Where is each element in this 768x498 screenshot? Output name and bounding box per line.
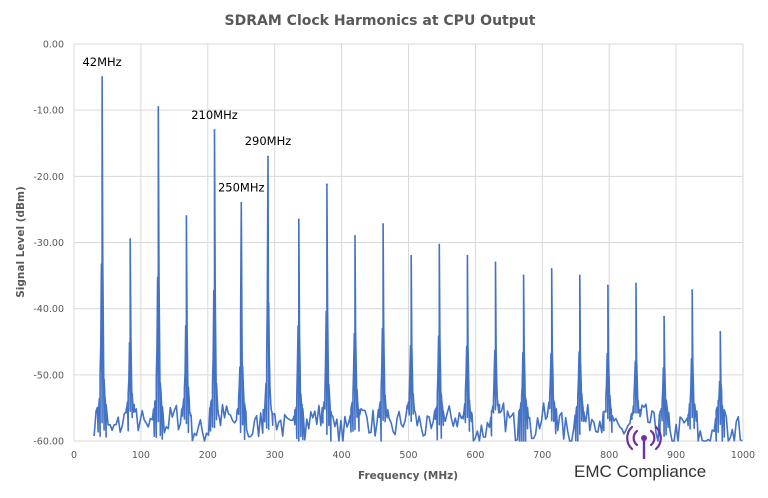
y-tick-label: -50.00 xyxy=(33,370,64,381)
harmonic-peak xyxy=(635,282,637,285)
x-tick-label: 800 xyxy=(600,450,618,461)
spectrum-line xyxy=(93,76,743,442)
x-tick-label: 400 xyxy=(333,450,351,461)
x-tick-label: 1000 xyxy=(731,450,755,461)
peak-label: 290MHz xyxy=(245,134,292,148)
y-tick-label: -30.00 xyxy=(33,238,64,249)
harmonic-peak xyxy=(185,215,188,217)
y-tick-label: -40.00 xyxy=(33,304,64,315)
series xyxy=(93,76,743,442)
peak-label: 210MHz xyxy=(191,108,238,122)
y-tick-label: -10.00 xyxy=(33,106,64,117)
harmonic-peak xyxy=(494,261,497,264)
harmonic-peak xyxy=(466,254,469,257)
peak-label: 250MHz xyxy=(218,181,265,195)
harmonic-peak xyxy=(101,76,103,78)
harmonic-peak xyxy=(129,238,132,241)
harmonic-peak xyxy=(354,234,356,237)
harmonic-peak xyxy=(691,289,694,292)
x-tick-label: 700 xyxy=(533,450,551,461)
harmonic-peak xyxy=(213,129,216,131)
peak-label: 42MHz xyxy=(82,55,121,69)
y-tick-label: 0.00 xyxy=(43,40,64,51)
y-axis-title: Signal Level (dBm) xyxy=(15,186,27,298)
harmonic-peak xyxy=(410,254,413,257)
x-tick-label: 0 xyxy=(71,450,77,461)
annotations: 42MHz 210MHz 250MHz 290MHz xyxy=(82,55,291,195)
tick-labels: 0 100 200 300 400 500 600 700 800 900 1000 0.00 -10.… xyxy=(33,40,755,462)
x-tick-label: 100 xyxy=(132,450,150,461)
harmonic-peak xyxy=(719,330,722,333)
x-tick-label: 600 xyxy=(466,450,484,461)
chart-title: SDRAM Clock Harmonics at CPU Output xyxy=(225,13,536,29)
harmonic-peak xyxy=(157,105,160,108)
y-tick-label: -60.00 xyxy=(33,437,64,448)
harmonic-peak xyxy=(606,284,609,287)
harmonic-peak xyxy=(240,201,243,204)
grid xyxy=(73,43,744,442)
x-axis-title: Frequency (MHz) xyxy=(358,470,458,482)
x-tick-label: 200 xyxy=(199,450,217,461)
emc-compliance-watermark: EMC Compliance xyxy=(574,462,707,481)
x-tick-label: 900 xyxy=(667,450,685,461)
y-tick-label: -20.00 xyxy=(33,172,64,183)
harmonic-peak xyxy=(267,155,269,158)
harmonic-peak xyxy=(550,268,553,270)
harmonic-peak xyxy=(438,243,441,246)
harmonic-peak xyxy=(522,274,525,277)
harmonic-peak xyxy=(663,315,665,318)
harmonic-peak xyxy=(382,223,384,225)
harmonic-peak xyxy=(578,274,581,277)
harmonic-peak xyxy=(297,218,300,221)
x-tick-label: 300 xyxy=(266,450,284,461)
harmonic-peak xyxy=(325,183,328,186)
antenna-icon xyxy=(626,426,662,459)
x-tick-label: 500 xyxy=(399,450,417,461)
